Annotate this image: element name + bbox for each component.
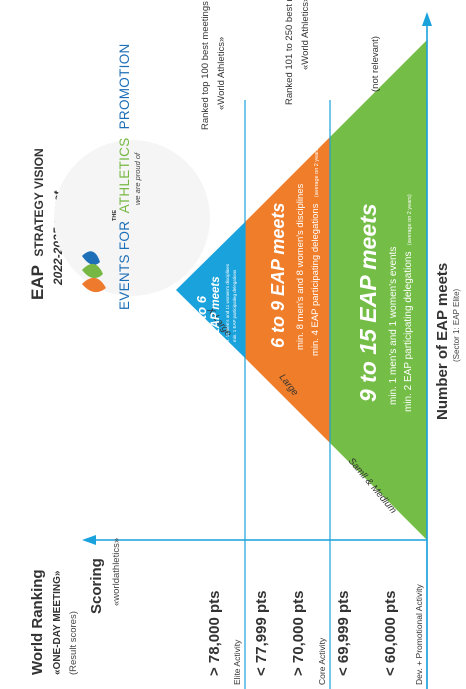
- small-line1: min. 1 men's and 1 women's events: [388, 247, 399, 405]
- logo-text-b: ATHLETICS: [117, 137, 132, 213]
- xlarge-unit: EAP meets: [210, 276, 222, 336]
- small-ranking: (not relevant): [370, 36, 381, 92]
- logo-text-c: PROMOTION: [117, 43, 132, 129]
- logo-text: EVENTS FOR ATHLETICS PROMOTION: [117, 43, 132, 310]
- logo-halo: [54, 140, 210, 296]
- xlarge-ranking-org: «World Athletics»: [216, 37, 227, 110]
- logo-tagline: we are proud of: [133, 152, 142, 205]
- large-line2-note: (average on 2 years): [314, 146, 320, 197]
- y-axis-arrow: [82, 535, 96, 545]
- logo-prefix: THE: [112, 210, 118, 221]
- xlarge-line1: min. 11 men's and 11 women's disciplines: [225, 263, 230, 347]
- logo-text-a: EVENTS FOR: [117, 221, 132, 310]
- band-label-dev: Dev. + Promotional Activity: [414, 584, 424, 685]
- xlarge-count: 4 to 6: [194, 295, 209, 331]
- large-line2: min. 4 EAP participating delegations (av…: [305, 146, 322, 356]
- xlarge-segment: [176, 222, 245, 358]
- title-main-bold: EAP: [28, 265, 47, 300]
- large-line2-main: min. 4 EAP participating delegations: [310, 203, 321, 356]
- small-line2: min. 2 EAP participating delegations (av…: [398, 194, 415, 412]
- large-segment: [245, 137, 330, 443]
- world-ranking-title: World Ranking: [29, 569, 46, 675]
- x-axis-title: Number of EAP meets: [434, 263, 451, 420]
- score-row-1: > 78,000 pts: [206, 591, 223, 676]
- small-line2-main: min. 2 EAP participating delegations: [403, 252, 414, 412]
- small-line2-note: (average on 2 years): [407, 194, 413, 245]
- score-row-3: > 70,000 pts: [290, 591, 307, 676]
- xlarge-line2: min. 1 EAP participating delegations: [232, 269, 237, 342]
- small-medium-segment: [330, 40, 427, 540]
- large-ranking-org: «World Athletics»: [300, 0, 311, 70]
- score-row-2: < 77,999 pts: [253, 591, 270, 676]
- x-axis-arrow: [422, 12, 432, 26]
- score-row-5: < 60,000 pts: [382, 591, 399, 676]
- title-main: EAP STRATEGY VISION: [28, 148, 47, 300]
- small-title: 9 to 15 EAP meets: [355, 203, 381, 402]
- large-title: 6 to 9 EAP meets: [268, 203, 288, 348]
- world-ranking-subtitle: «ONE-DAY MEETING»: [52, 570, 63, 675]
- scoring-subtitle: «worldathletics»: [111, 538, 122, 606]
- x-axis-subtitle: (Sector 1: EAP Elite): [452, 288, 461, 362]
- large-ranking: Ranked 101 to 250 best meetings: [284, 0, 295, 105]
- world-ranking-note: (Result scores): [68, 611, 79, 675]
- large-line1: min. 8 men's and 8 women's disciplines: [295, 183, 306, 350]
- xlarge-ranking: Ranked top 100 best meetings: [200, 1, 211, 130]
- scoring-title: Scoring: [88, 558, 105, 614]
- band-label-elite: Elite Activity: [232, 639, 242, 685]
- logo-mark-icon: [82, 251, 106, 293]
- score-row-4: < 69,999 pts: [335, 591, 352, 676]
- title-main-rest: STRATEGY VISION: [32, 148, 46, 256]
- band-label-core: Core Activity: [317, 637, 327, 685]
